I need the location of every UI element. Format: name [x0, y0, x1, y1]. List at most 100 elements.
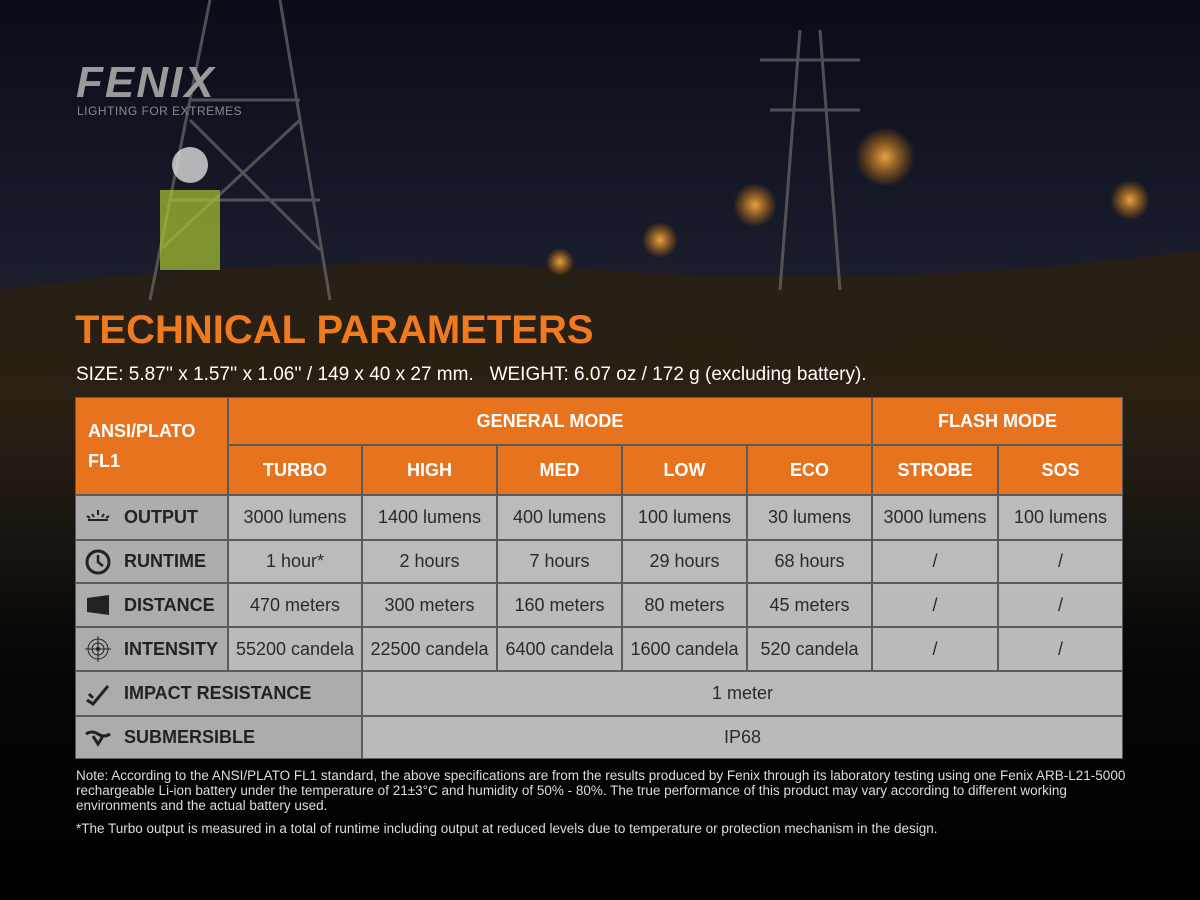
- column-header-text: ECO: [789, 459, 829, 480]
- value-cell: 520 candela: [747, 627, 872, 671]
- value-cell-text: /: [1057, 638, 1063, 659]
- value-cell: 6400 candela: [497, 627, 622, 671]
- value-cell-text: 2 hours: [399, 551, 460, 571]
- value-cell: IP68: [362, 716, 1123, 759]
- value-cell-text: 160 meters: [514, 594, 605, 615]
- value-cell-text: 22500 candela: [370, 638, 489, 659]
- value-cell-text: 1 meter: [711, 683, 774, 703]
- column-header: TURBO: [228, 445, 362, 495]
- value-cell: 45 meters: [747, 583, 872, 627]
- size-line: SIZE: 5.87'' x 1.57'' x 1.06'' / 149 x 4…: [76, 364, 867, 385]
- row-label-text: IMPACT RESISTANCE: [124, 683, 312, 703]
- value-cell-text: 100 lumens: [637, 507, 732, 527]
- row-icon: [86, 684, 110, 706]
- logo-brand: FENIX: [76, 58, 216, 107]
- value-cell: 30 lumens: [747, 495, 872, 540]
- value-cell-text: 1600 candela: [630, 638, 739, 659]
- value-cell-text: 80 meters: [644, 594, 725, 615]
- value-cell: /: [872, 540, 998, 583]
- value-cell-text: 100 lumens: [1013, 507, 1108, 527]
- row-label-text: OUTPUT: [124, 507, 198, 527]
- value-cell-text: 300 meters: [384, 594, 475, 615]
- value-cell: 1 hour*: [228, 540, 362, 583]
- value-cell: 7 hours: [497, 540, 622, 583]
- column-header-text: SOS: [1041, 459, 1080, 480]
- value-cell: 160 meters: [497, 583, 622, 627]
- value-cell: /: [998, 627, 1123, 671]
- row-label-text: SUBMERSIBLE: [124, 727, 256, 747]
- row-icon: [85, 730, 111, 747]
- value-cell: 1600 candela: [622, 627, 747, 671]
- group-header-text: GENERAL MODE: [476, 410, 624, 431]
- note: Note: According to the ANSI/PLATO FL1 st…: [76, 768, 1126, 813]
- value-cell: 29 hours: [622, 540, 747, 583]
- row-label: RUNTIME: [75, 540, 228, 583]
- value-cell-text: 3000 lumens: [243, 507, 347, 527]
- value-cell: /: [872, 627, 998, 671]
- value-cell: 22500 candela: [362, 627, 497, 671]
- value-cell-text: 1400 lumens: [377, 507, 482, 527]
- column-header: LOW: [622, 445, 747, 495]
- column-header-text: HIGH: [407, 459, 452, 480]
- value-cell: 80 meters: [622, 583, 747, 627]
- value-cell-text: 30 lumens: [767, 507, 852, 527]
- value-cell-text: 7 hours: [529, 551, 590, 571]
- value-cell-text: 520 candela: [760, 638, 859, 659]
- row-icon: [86, 509, 110, 521]
- row-icon: [85, 636, 111, 662]
- column-header: ECO: [747, 445, 872, 495]
- group-header-text: FLASH MODE: [938, 410, 1057, 431]
- value-cell-text: /: [1057, 551, 1063, 571]
- value-cell: 400 lumens: [497, 495, 622, 540]
- value-cell-text: IP68: [723, 727, 762, 747]
- value-cell: 1400 lumens: [362, 495, 497, 540]
- value-cell: /: [998, 583, 1123, 627]
- value-cell-text: 1 hour*: [265, 551, 325, 571]
- column-header-text: LOW: [663, 459, 706, 480]
- column-header: MED: [497, 445, 622, 495]
- column-header-text: STROBE: [897, 459, 973, 480]
- value-cell-text: 68 hours: [774, 551, 845, 571]
- value-cell-text: 3000 lumens: [883, 507, 987, 527]
- value-cell: 68 hours: [747, 540, 872, 583]
- value-cell: 55200 candela: [228, 627, 362, 671]
- row-icon: [87, 595, 109, 615]
- value-cell: /: [998, 540, 1123, 583]
- row-label: SUBMERSIBLE: [75, 716, 362, 759]
- group-header: GENERAL MODE: [228, 397, 872, 445]
- corner-header: ANSI/PLATO FL1: [75, 397, 228, 495]
- value-cell: 300 meters: [362, 583, 497, 627]
- column-header-text: MED: [539, 459, 580, 480]
- value-cell-text: /: [932, 594, 938, 615]
- row-label-text: RUNTIME: [124, 551, 206, 571]
- corner-line: FL1: [88, 451, 121, 471]
- value-cell-text: 55200 candela: [235, 638, 355, 659]
- row-label-text: DISTANCE: [124, 594, 215, 615]
- column-header: STROBE: [872, 445, 998, 495]
- title: TECHNICAL PARAMETERS: [75, 308, 594, 352]
- value-cell: 3000 lumens: [872, 495, 998, 540]
- value-cell-text: /: [932, 638, 938, 659]
- corner-line: ANSI/PLATO: [88, 421, 196, 441]
- value-cell-text: 470 meters: [249, 594, 341, 615]
- value-cell-text: 6400 candela: [505, 638, 614, 659]
- row-label-text: INTENSITY: [124, 638, 219, 659]
- column-header-text: TURBO: [263, 459, 327, 480]
- value-cell: 470 meters: [228, 583, 362, 627]
- column-header: HIGH: [362, 445, 497, 495]
- value-cell-text: /: [932, 551, 938, 571]
- value-cell: 100 lumens: [998, 495, 1123, 540]
- value-cell: 1 meter: [362, 671, 1123, 716]
- value-cell: 2 hours: [362, 540, 497, 583]
- row-label: INTENSITY: [75, 627, 228, 671]
- value-cell: /: [872, 583, 998, 627]
- value-cell: 100 lumens: [622, 495, 747, 540]
- footnote: *The Turbo output is measured in a total…: [76, 821, 938, 836]
- value-cell-text: 45 meters: [769, 594, 850, 615]
- row-label: IMPACT RESISTANCE: [75, 671, 362, 716]
- row-label: DISTANCE: [75, 583, 228, 627]
- value-cell-text: 29 hours: [649, 551, 720, 571]
- group-header: FLASH MODE: [872, 397, 1123, 445]
- row-label: OUTPUT: [75, 495, 228, 540]
